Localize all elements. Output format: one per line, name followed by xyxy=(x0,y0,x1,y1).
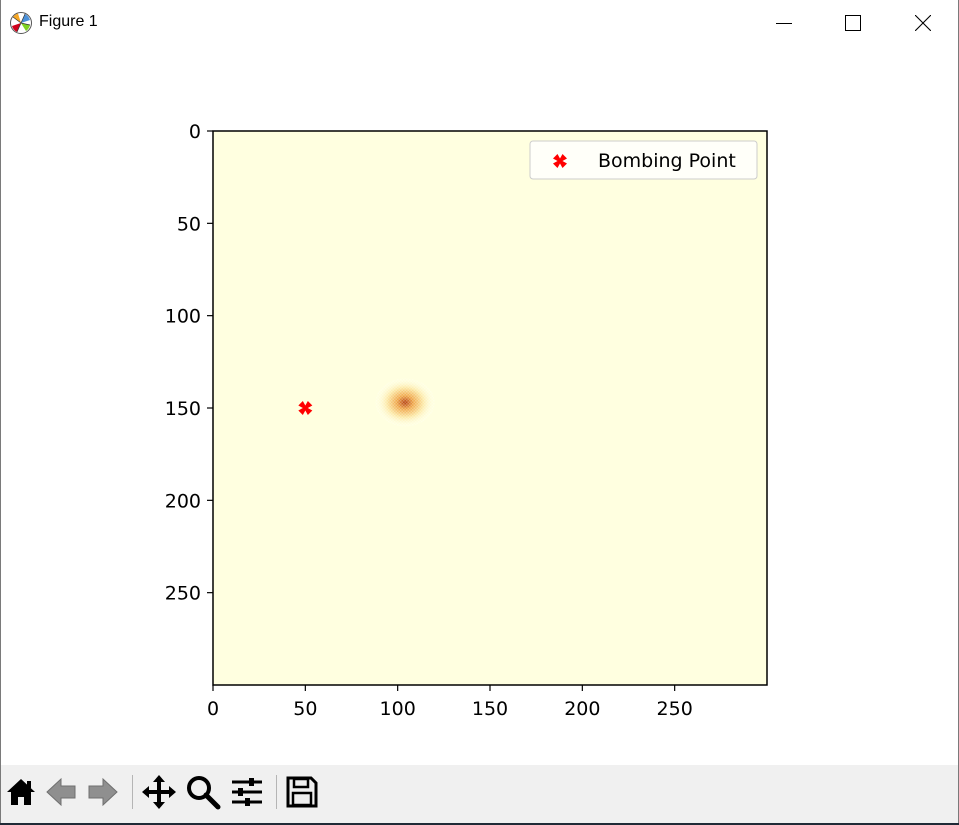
configure-subplots-button[interactable] xyxy=(228,771,266,813)
y-tick-label: 200 xyxy=(165,490,201,512)
legend-label: Bombing Point xyxy=(598,150,736,172)
maximize-button[interactable] xyxy=(818,0,888,46)
x-tick-label: 200 xyxy=(564,698,600,720)
zoom-icon xyxy=(187,776,221,810)
maximize-icon xyxy=(845,15,861,31)
pan-button[interactable] xyxy=(140,771,178,813)
title-bar[interactable]: Figure 1 xyxy=(1,0,958,46)
x-tick-label: 50 xyxy=(293,698,317,720)
configure-subplots-icon xyxy=(232,778,262,806)
y-tick-label: 150 xyxy=(165,398,201,420)
toolbar-separator xyxy=(132,775,133,809)
navigation-toolbar xyxy=(1,765,958,823)
x-tick-label: 0 xyxy=(207,698,219,720)
back-arrow-icon xyxy=(46,777,76,807)
y-tick-label: 50 xyxy=(177,213,201,235)
bombing-point-marker xyxy=(298,401,313,415)
taskbar-edge xyxy=(0,823,959,825)
minimize-icon xyxy=(776,23,792,24)
save-icon xyxy=(286,776,318,808)
figure-canvas[interactable]: 0 50 100 150 200 250 0 50 100 150 200 250 Bombing … xyxy=(1,46,958,765)
forward-button[interactable] xyxy=(84,771,122,813)
legend-box xyxy=(529,140,758,180)
minimize-button[interactable] xyxy=(749,0,819,46)
zoom-button[interactable] xyxy=(184,771,222,813)
x-tick-label: 150 xyxy=(472,698,508,720)
x-tick-label: 250 xyxy=(657,698,693,720)
close-button[interactable] xyxy=(888,0,958,46)
save-button[interactable] xyxy=(283,771,321,813)
hotspot-texture xyxy=(375,378,435,427)
y-tick-label: 100 xyxy=(165,306,201,328)
home-icon xyxy=(7,779,35,805)
home-button[interactable] xyxy=(2,771,40,813)
y-tick-label: 0 xyxy=(189,121,201,143)
toolbar-separator xyxy=(276,775,277,809)
y-tick-label: 250 xyxy=(165,583,201,605)
x-tick-label: 100 xyxy=(380,698,416,720)
close-icon xyxy=(915,15,931,31)
pan-icon xyxy=(142,775,176,809)
heatmap-chart: 0 50 100 150 200 250 0 50 100 150 200 250 Bombing … xyxy=(165,121,768,720)
legend: Bombing Point xyxy=(529,140,758,180)
heatmap-background xyxy=(213,131,767,685)
forward-arrow-icon xyxy=(88,777,118,807)
legend-marker-x xyxy=(553,154,567,168)
legend-marker-x-icon xyxy=(553,154,567,168)
matplotlib-logo-icon xyxy=(9,11,33,35)
back-button[interactable] xyxy=(42,771,80,813)
window-title: Figure 1 xyxy=(39,13,98,30)
